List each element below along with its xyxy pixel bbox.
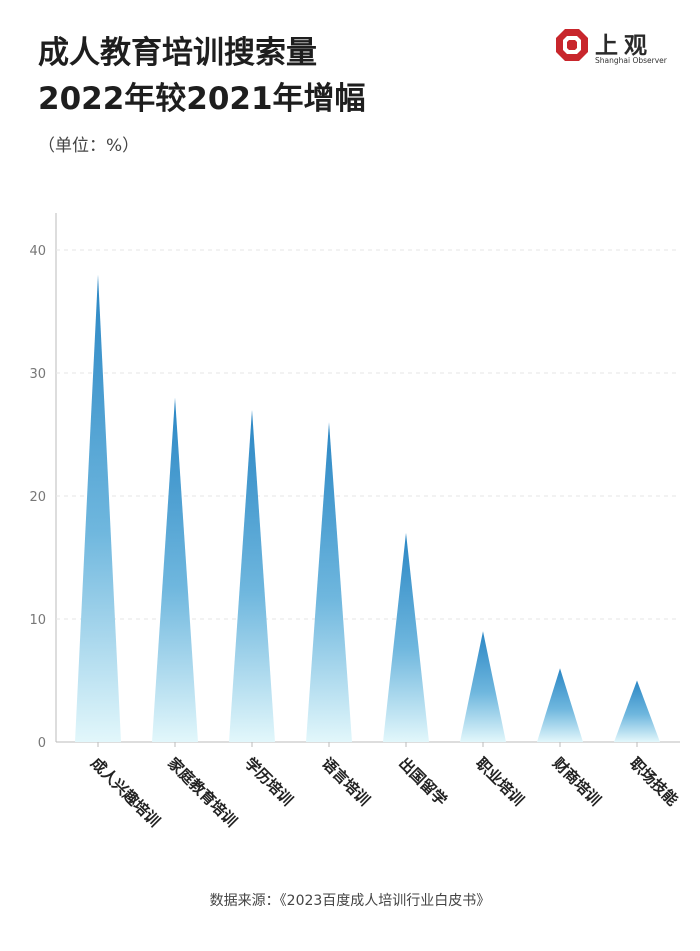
x-tick-label: 职场技能 [626,754,681,809]
y-tick-label: 0 [38,736,46,751]
bar-2 [152,397,198,742]
logo-text-en: Shanghai Observer [595,56,667,65]
shanghai-observer-logo: 上观 Shanghai Observer [555,26,675,70]
y-tick-label: 30 [29,367,46,382]
y-tick-label: 40 [29,244,46,259]
x-tick-label: 财商培训 [549,754,604,809]
bar-chart: 0 10 20 30 40 成人兴趣培训 家庭教育培训 学历培训 语言培训 出国留学 职业培训 财商培… [29,213,681,830]
bar-8 [614,680,660,742]
bar-3 [229,409,275,742]
logo-octagon-icon [556,29,588,61]
x-tick-label: 语言培训 [318,754,373,809]
data-source: 数据来源：《2023百度成人培训行业白皮书》 [209,893,491,909]
x-tick-label: 职业培训 [472,754,527,809]
unit-label: （单位：%） [38,136,140,156]
bar-4 [306,422,352,742]
chart-title: 成人教育培训搜索量 2022年较2021年增幅 [38,30,366,122]
logo-text-cn: 上观 [595,32,653,59]
y-tick-label: 10 [29,613,46,628]
bar-1 [75,274,121,742]
x-tick-label: 出国留学 [395,754,450,809]
x-tick-label: 学历培训 [241,754,296,809]
x-tick-label: 成人兴趣培训 [87,754,163,830]
title-line-1: 成人教育培训搜索量 [38,35,317,71]
y-tick-label: 20 [29,490,46,505]
x-tick-label: 家庭教育培训 [164,754,240,830]
bar-6 [460,631,506,742]
title-line-2: 2022年较2021年增幅 [38,81,366,117]
bar-7 [537,668,583,742]
bar-5 [383,532,429,742]
